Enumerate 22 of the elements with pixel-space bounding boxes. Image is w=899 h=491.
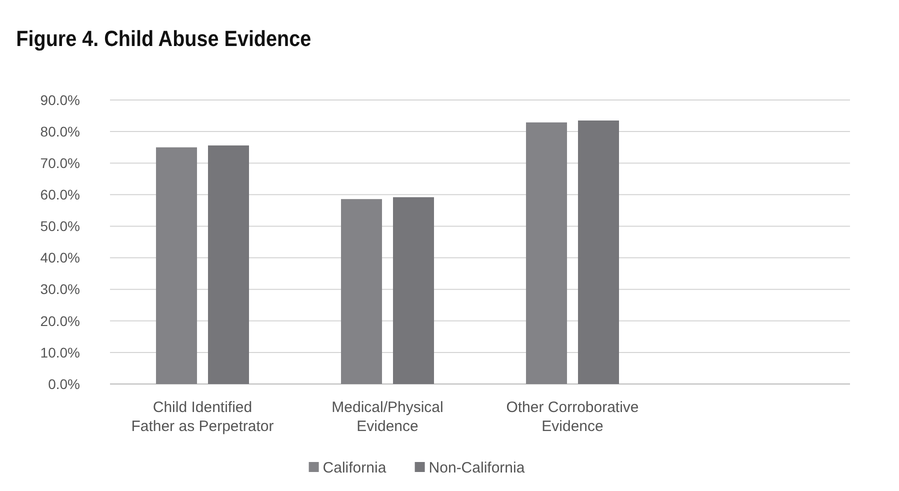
x-tick-label: Child Identified Father as Perpetrator xyxy=(131,399,274,435)
bar xyxy=(208,145,249,384)
y-tick-label: 70.0% xyxy=(40,155,80,172)
bar xyxy=(341,199,382,384)
y-tick-label: 10.0% xyxy=(40,344,80,360)
x-tick-label: Other Corroborative Evidence xyxy=(506,399,639,435)
bar xyxy=(156,147,197,384)
y-tick-label: 0.0% xyxy=(48,376,80,392)
bar xyxy=(526,122,567,384)
y-tick-label: 80.0% xyxy=(40,123,80,140)
y-tick-label: 60.0% xyxy=(40,186,80,203)
chart-title: Figure 4. Child Abuse Evidence xyxy=(16,27,312,52)
legend-label: Non-California xyxy=(428,459,526,476)
y-tick-label: 40.0% xyxy=(40,250,80,266)
y-tick-label: 50.0% xyxy=(40,218,80,234)
x-tick-label: Medical/Physical Evidence xyxy=(332,399,444,435)
bar xyxy=(393,197,434,384)
y-tick-label: 30.0% xyxy=(40,281,80,298)
y-tick-label: 90.0% xyxy=(40,92,80,108)
legend-label: California xyxy=(322,459,387,476)
bar xyxy=(578,120,619,384)
y-tick-label: 20.0% xyxy=(40,312,80,329)
